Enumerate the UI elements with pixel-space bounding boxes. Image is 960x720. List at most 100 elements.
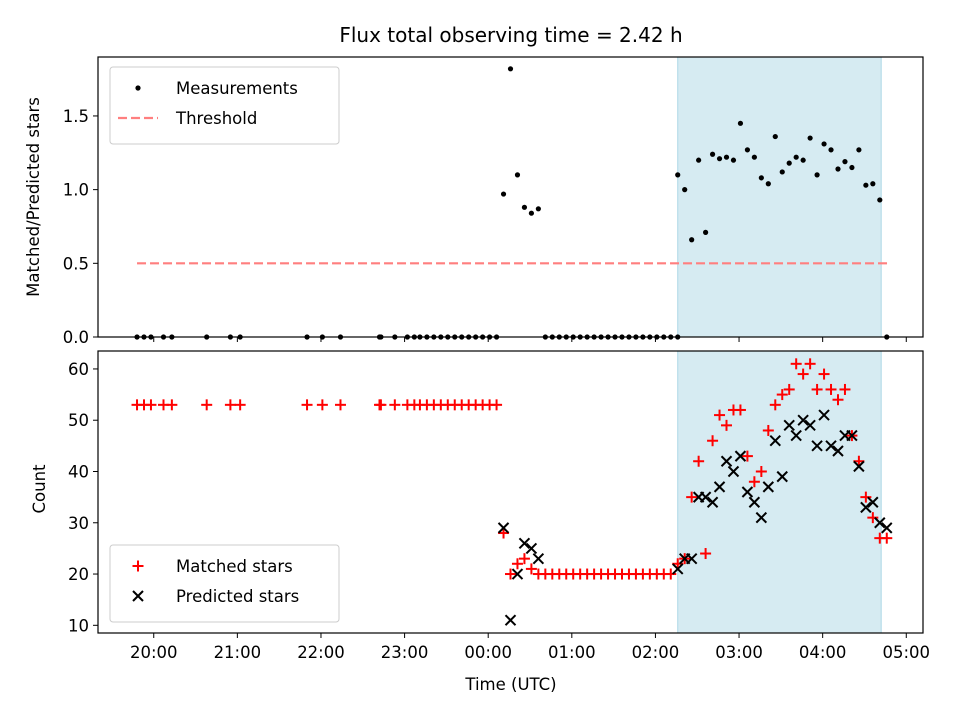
data-point (797, 414, 809, 426)
legend-marker-b (132, 590, 144, 602)
data-point (389, 399, 401, 411)
x-tick-label: 20:00 (130, 643, 178, 662)
series-count-1 (497, 409, 893, 626)
x-tick-label: 05:00 (882, 643, 930, 662)
legend-marker (135, 85, 141, 91)
data-point-b (525, 542, 538, 555)
data-point (853, 460, 865, 473)
data-point (734, 450, 747, 462)
data-point-b (860, 501, 872, 514)
data-point (776, 389, 788, 401)
data-point (856, 147, 862, 153)
data-point-b (783, 419, 795, 432)
y-tick-label: 10 (68, 616, 89, 635)
data-point (870, 181, 876, 187)
data-point (518, 537, 531, 549)
data-point-b (762, 481, 775, 493)
plot-layer: 0.0 0.5 1.0 1.5 Measurements Threshold 10 20 30 4… (63, 56, 930, 662)
highlight-span (677, 350, 882, 634)
data-point (793, 154, 799, 160)
data-point (779, 169, 785, 175)
data-point (713, 481, 726, 493)
y-tick-label: 1.5 (63, 107, 89, 126)
legend-box (109, 66, 340, 145)
data-point-b (720, 455, 733, 467)
data-point (881, 522, 893, 534)
data-point-b (706, 496, 719, 508)
data-point (706, 496, 719, 508)
legend: Measurements Threshold (109, 66, 340, 145)
data-point (758, 175, 764, 181)
data-point-b (776, 470, 788, 483)
data-point (682, 187, 688, 193)
data-point-b (755, 511, 768, 524)
data-point-b (748, 496, 761, 508)
x-tick-label: 21:00 (214, 643, 262, 662)
data-point (751, 154, 757, 160)
data-point (790, 429, 802, 442)
data-point-b (818, 409, 830, 421)
data-point (877, 197, 883, 203)
data-point (707, 435, 719, 447)
data-point (835, 166, 841, 172)
data-point (790, 358, 802, 370)
panel-ratio: 0.0 0.5 1.0 1.5 Measurements Threshold (63, 56, 924, 347)
data-point (234, 399, 246, 411)
y-tick-label: 0.0 (63, 328, 89, 347)
data-point-b (769, 435, 781, 447)
chart-title: Flux total observing time = 2.42 h (339, 23, 682, 47)
data-point (863, 182, 869, 188)
data-point (828, 147, 834, 153)
data-point (686, 491, 698, 503)
data-point (693, 455, 705, 467)
data-point (769, 399, 781, 411)
data-point (786, 160, 792, 166)
data-point (776, 470, 788, 483)
data-point (730, 157, 737, 163)
data-point (860, 491, 872, 503)
data-point (849, 164, 855, 171)
data-point (166, 399, 178, 411)
data-point (818, 409, 830, 421)
data-point-b (881, 522, 893, 534)
legend-marker (132, 590, 144, 602)
data-point (783, 419, 795, 432)
data-point-b (811, 440, 823, 452)
data-point (700, 548, 712, 560)
data-point-b (734, 450, 747, 462)
data-point (867, 512, 879, 524)
data-point (825, 440, 837, 452)
panel-count: 10 20 30 40 50 60 20:00 21:00 22:00 23:00 00:00 01:… (68, 350, 930, 662)
data-point (744, 147, 751, 153)
data-point (714, 409, 726, 421)
data-point (765, 181, 771, 187)
data-point (734, 404, 746, 416)
data-point (811, 383, 823, 395)
highlight-span (677, 56, 882, 338)
data-point (853, 455, 865, 467)
data-point (762, 481, 775, 493)
y-tick-label: 40 (68, 462, 89, 481)
data-point (334, 399, 346, 411)
data-point (783, 383, 795, 395)
x-tick-label: 23:00 (381, 643, 429, 662)
series-count-0 (131, 358, 893, 580)
data-point (521, 204, 528, 210)
data-point-b (685, 552, 698, 565)
data-point (800, 157, 806, 163)
data-point (720, 455, 733, 467)
data-point (748, 476, 760, 488)
data-point (665, 568, 677, 580)
data-point (514, 172, 521, 178)
data-point (839, 383, 851, 395)
data-point (709, 151, 716, 157)
data-point (703, 229, 709, 235)
data-point (846, 429, 858, 442)
data-point (685, 552, 698, 565)
data-point (672, 563, 684, 575)
y-tick-label: 30 (68, 514, 89, 533)
data-point (860, 501, 872, 514)
series-ratio-0 (134, 66, 890, 340)
data-point (832, 445, 844, 457)
